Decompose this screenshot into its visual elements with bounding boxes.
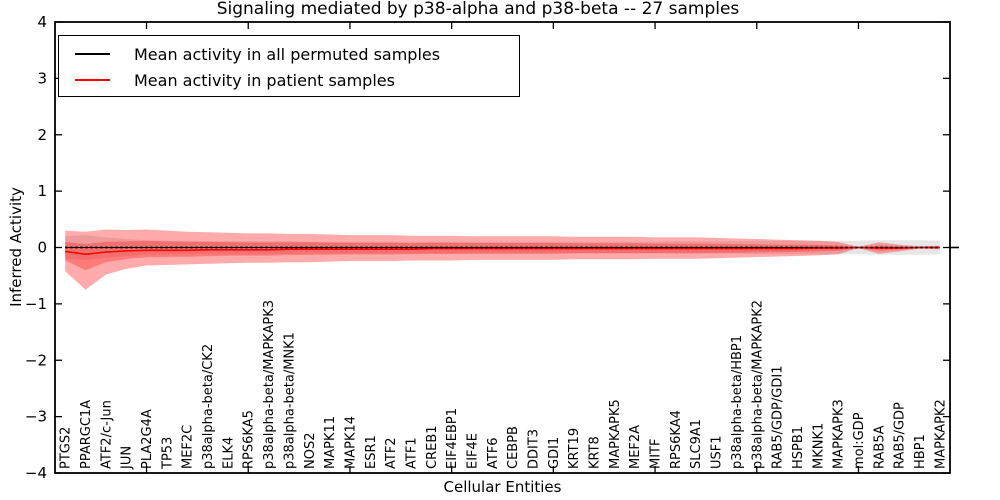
x-tick-label: KRT8 — [588, 436, 603, 469]
x-tick-label: RPS6KA4 — [669, 410, 684, 469]
x-tick-label: RAB5A — [872, 425, 887, 469]
y-tick-label: 1 — [37, 182, 47, 200]
x-tick-label: MEF2A — [628, 425, 643, 469]
x-tick-label: p38alpha-beta/MAPKAPK2 — [750, 300, 765, 469]
x-tick-label: ATF2/c-Jun — [99, 400, 114, 469]
y-tick-label: 0 — [37, 239, 47, 257]
x-tick-label: ATF1 — [405, 437, 420, 469]
x-tick-label: TP53 — [160, 437, 175, 470]
x-axis-label: Cellular Entities — [443, 478, 562, 496]
legend-item: Mean activity in patient samples — [59, 67, 519, 93]
x-tick-label: SLC9A1 — [689, 419, 704, 469]
x-tick-label: PTGS2 — [59, 427, 74, 469]
x-tick-label: MAPK14 — [343, 416, 358, 469]
x-tick-label: CREB1 — [425, 425, 440, 469]
x-tick-label: MAPKAPK2 — [933, 399, 948, 469]
x-tick-label: ATF6 — [486, 437, 501, 469]
x-tick-label: ELK4 — [221, 437, 236, 469]
legend-item-label: Mean activity in all permuted samples — [134, 44, 441, 64]
y-tick-label: −4 — [25, 464, 47, 482]
y-axis-label: Inferred Activity — [7, 187, 25, 307]
y-tick-label: 4 — [37, 13, 47, 31]
x-tick-label: DDIT3 — [527, 429, 542, 469]
y-tick-label: −2 — [25, 351, 47, 369]
legend-item-label: Mean activity in patient samples — [134, 70, 395, 90]
patient-std-band-outer — [65, 229, 940, 290]
y-tick-label: −3 — [25, 408, 47, 426]
patient-mean-line — [65, 246, 940, 256]
x-tick-label: p38alpha-beta/CK2 — [201, 344, 216, 469]
x-tick-label: ESR1 — [364, 435, 379, 469]
x-tick-label: HSPB1 — [791, 426, 806, 469]
x-tick-label: ATF2 — [384, 437, 399, 469]
x-tick-label: PLA2G4A — [140, 409, 155, 469]
x-tick-label: MITF — [649, 439, 664, 469]
x-tick-label: RAB5/GDP/GDI1 — [771, 366, 786, 469]
permuted-line-sample — [75, 53, 110, 55]
y-tick-label: 2 — [37, 126, 47, 144]
x-tick-label: NOS2 — [303, 433, 318, 469]
x-tick-label: EIF4E — [466, 433, 481, 469]
x-tick-label: JUN — [120, 446, 135, 470]
x-tick-label: PPARGC1A — [79, 400, 94, 469]
x-tick-label: USF1 — [710, 435, 725, 469]
x-tick-label: MEF2C — [181, 425, 196, 469]
x-tick-label: CEBPB — [506, 426, 521, 469]
x-tick-label: p38alpha-beta/HBP1 — [730, 335, 745, 469]
legend-item: Mean activity in all permuted samples — [59, 41, 519, 67]
y-tick-label: −1 — [25, 295, 47, 313]
x-tick-label: p38alpha-beta/MNK1 — [282, 332, 297, 469]
x-tick-label: EIF4EBP1 — [445, 408, 460, 469]
x-tick-label: MAPKAPK5 — [608, 399, 623, 469]
x-tick-label: mol:GDP — [852, 412, 867, 469]
x-tick-label: RPS6KA5 — [242, 410, 257, 469]
x-tick-label: MKNK1 — [811, 423, 826, 469]
plot-border — [54, 21, 951, 474]
y-tick-label: 3 — [37, 69, 47, 87]
x-tick-label: KRT19 — [567, 428, 582, 469]
patient-line-sample — [75, 79, 110, 81]
x-tick-label: MAPK11 — [323, 416, 338, 469]
x-tick-label: HBP1 — [913, 434, 928, 469]
x-tick-label: MAPKAPK3 — [832, 399, 847, 469]
legend: Mean activity in all permuted samples Me… — [58, 35, 520, 97]
x-tick-label: p38alpha-beta/MAPKAPK3 — [262, 300, 277, 469]
x-tick-label: RAB5/GDP — [893, 402, 908, 469]
x-tick-label: GDI1 — [547, 437, 562, 469]
figure-title: Signaling mediated by p38-alpha and p38-… — [216, 0, 740, 19]
